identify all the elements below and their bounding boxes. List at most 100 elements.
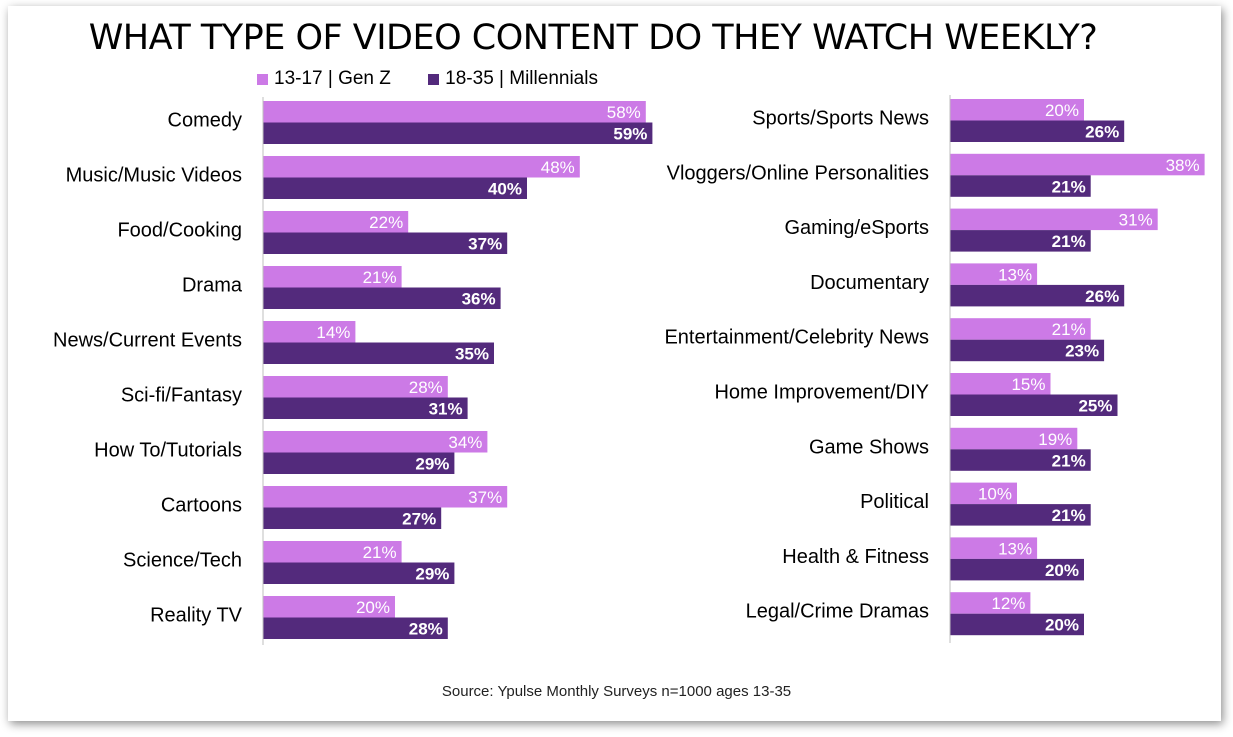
bar-genz [263,486,508,508]
category-label: Entertainment/Celebrity News [664,327,929,349]
category-label: Music/Music Videos [66,165,242,187]
category-label: Comedy [168,110,242,132]
category-label: Drama [182,275,243,297]
bar-genz [950,318,1091,340]
source-note: Source: Ypulse Monthly Surveys n=1000 ag… [441,683,792,700]
bar-millennials [263,232,508,254]
data-label-genz: 31% [1119,211,1153,230]
bar-genz [950,208,1158,231]
bar-millennials [263,507,442,529]
bar-millennials [950,558,1084,581]
category-label: Documentary [810,272,929,294]
bar-genz [950,592,1031,614]
bar-millennials [950,394,1118,416]
data-label-genz: 58% [607,103,641,122]
data-label-millennials: 26% [1085,287,1119,306]
category-label: Home Improvement/DIY [714,382,929,404]
data-label-millennials: 20% [1045,616,1079,635]
category-label: Food/Cooking [117,220,242,242]
chart-title: WHAT TYPE OF VIDEO CONTENT DO THEY WATCH… [88,18,1098,58]
category-label: News/Current Events [53,330,242,352]
data-label-genz: 15% [1011,375,1045,394]
legend-swatch-millennials [428,73,440,85]
data-label-millennials: 27% [402,510,436,529]
category-label: Health & Fitness [782,546,929,568]
data-label-genz: 21% [363,543,397,562]
bar-genz [950,99,1084,121]
data-label-millennials: 21% [1052,451,1086,470]
bar-genz [950,537,1038,559]
bar-millennials [950,613,1084,636]
data-label-genz: 13% [998,539,1032,558]
bar-genz [263,101,646,123]
data-label-millennials: 21% [1052,177,1086,196]
bar-genz [263,376,448,398]
data-label-millennials: 28% [409,620,443,639]
category-label: Reality TV [150,605,243,627]
category-label: Political [860,491,929,513]
bar-genz [263,321,356,343]
bar-millennials [263,617,448,639]
data-label-genz: 21% [1052,320,1086,339]
legend-label-genz: 13-17 | Gen Z [274,68,391,89]
bar-millennials [950,339,1105,362]
data-label-genz: 28% [409,378,443,397]
legend-swatch-genz [257,73,268,85]
category-label: Gaming/eSports [784,217,929,239]
data-label-millennials: 40% [488,180,522,199]
bar-genz [263,596,395,618]
category-label: Game Shows [809,436,929,458]
bar-millennials [950,120,1125,142]
data-label-millennials: 31% [429,400,463,419]
category-label: Science/Tech [123,550,242,572]
bar-genz [950,373,1051,395]
category-label: Vloggers/Online Personalities [667,162,929,184]
data-label-millennials: 23% [1065,342,1099,361]
bar-millennials [950,230,1091,252]
data-label-millennials: 20% [1045,561,1079,580]
data-label-millennials: 21% [1052,232,1086,251]
data-label-millennials: 29% [415,455,449,474]
data-label-millennials: 37% [468,235,502,254]
data-label-millennials: 25% [1078,397,1112,416]
bar-genz [950,427,1078,450]
bar-genz [263,156,580,178]
data-label-genz: 22% [369,213,403,232]
bar-millennials [263,342,494,364]
category-label: Cartoons [161,495,242,517]
bar-millennials [263,397,468,419]
data-label-millennials: 26% [1085,123,1119,142]
bar-millennials [263,452,455,474]
data-label-genz: 37% [468,488,502,507]
data-label-genz: 38% [1166,156,1200,175]
bar-millennials [950,175,1091,197]
bar-genz [950,263,1038,285]
bar-millennials [263,177,527,199]
bar-millennials [263,562,455,584]
category-label: Sci-fi/Fantasy [121,385,242,407]
bar-genz [950,482,1017,505]
data-label-genz: 48% [541,158,575,177]
data-label-genz: 20% [356,598,390,617]
category-label: Sports/Sports News [752,108,929,130]
data-label-genz: 14% [316,323,350,342]
bar-millennials [950,449,1091,471]
bar-millennials [950,284,1125,307]
legend: 13-17 | Gen Z 18-35 | Millennials [257,68,630,91]
data-label-genz: 10% [978,485,1012,504]
data-label-millennials: 35% [455,345,489,364]
legend-item-millennials: 18-35 | Millennials [428,68,598,90]
bar-genz [950,153,1205,176]
category-label: Legal/Crime Dramas [746,601,929,623]
data-label-millennials: 21% [1052,506,1086,525]
data-label-millennials: 59% [613,125,647,144]
bar-millennials [950,504,1091,526]
bar-genz [263,541,402,563]
data-label-genz: 19% [1038,430,1072,449]
bar-genz [263,211,409,233]
legend-item-genz: 13-17 | Gen Z [257,68,391,90]
data-label-genz: 34% [448,433,482,452]
bar-genz [263,266,402,288]
category-label: How To/Tutorials [94,440,242,462]
